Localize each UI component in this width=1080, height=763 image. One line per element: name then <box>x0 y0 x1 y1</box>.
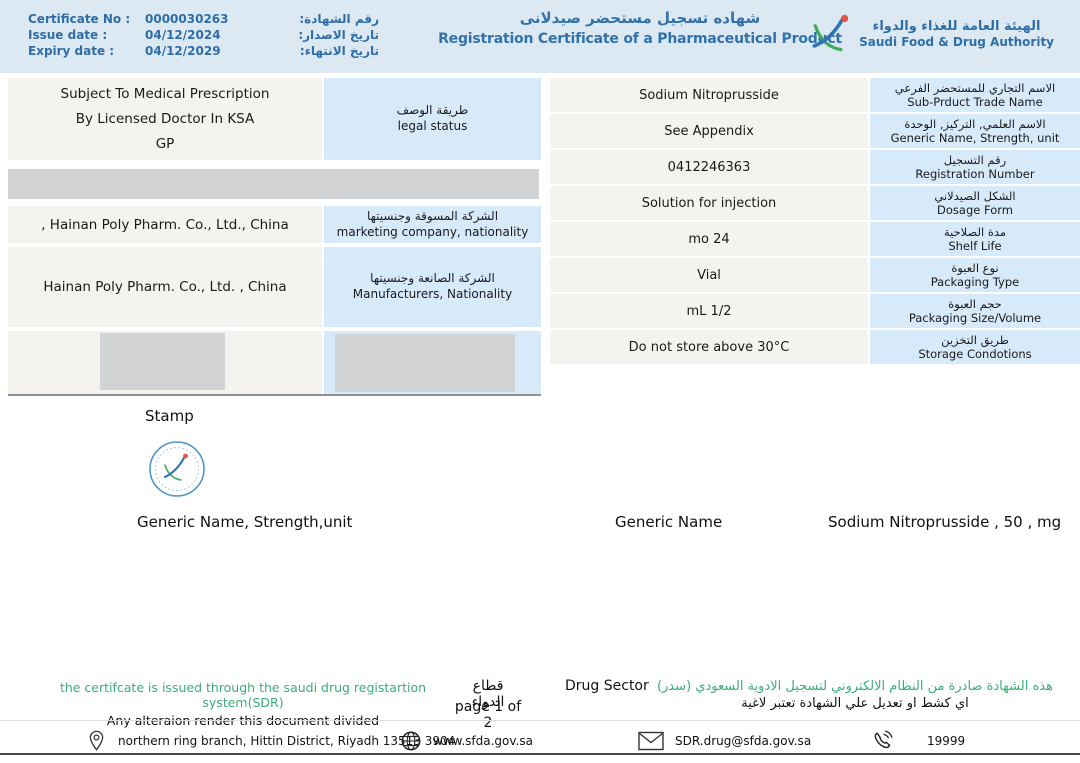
sdr-notice-arabic: هذه الشهادة صادرة من النظام الالكتروني ل… <box>645 679 1065 711</box>
expiry-date-label-ar: تاريخ الانتهاء: <box>299 44 379 58</box>
certificate-no-label-ar: رقم الشهادة: <box>299 12 379 26</box>
dosage-form-label: الشكل الصيدلاني Dosage Form <box>870 186 1080 220</box>
packaging-type-label: نوع العبوة Packaging Type <box>870 258 1080 292</box>
expiry-date-value: 04/12/2029 <box>145 44 221 58</box>
certificate-no-label: Certificate No : <box>28 12 131 26</box>
generic-name-strength-heading: Generic Name, Strength,unit <box>137 513 353 531</box>
generic-name-strength-value: Sodium Nitroprusside , 50 , mg <box>828 513 1062 531</box>
dosage-form-row: Solution for injection الشكل الصيدلاني D… <box>550 186 1080 220</box>
packaging-size-row: mL 1/2 حجم العبوة Packaging Size/Volume <box>550 294 1080 328</box>
generic-name-row: See Appendix الاسم العلمي, التركيز, الوح… <box>550 114 1080 148</box>
marketing-company-value: , Hainan Poly Pharm. Co., Ltd., China <box>8 206 322 243</box>
storage-conditions-row: Do not store above 30°C طريق التخزين Sto… <box>550 330 1080 364</box>
stamp-label: Stamp <box>145 407 194 425</box>
drug-sector-english: Drug Sector <box>565 678 649 694</box>
sfda-stamp-icon <box>149 441 205 497</box>
footer-divider-top <box>0 720 1080 721</box>
redacted-block <box>8 169 539 199</box>
issue-date-label-ar: تاريخ الاصدار: <box>298 28 379 42</box>
shelf-life-row: mo 24 مدة الصلاحية Shelf Life <box>550 222 1080 256</box>
website-item: www.sfda.gov.sa <box>400 728 533 754</box>
phone-icon <box>874 730 893 749</box>
marketing-company-row: , Hainan Poly Pharm. Co., Ltd., China ال… <box>8 206 541 243</box>
document-title: شهاده تسجيل مستحضر صيدلانى Registration … <box>420 9 860 47</box>
footer-divider-bottom <box>0 753 1080 755</box>
sdr-notice-green: the certifcate is issued through the sau… <box>59 680 427 710</box>
storage-conditions-value: Do not store above 30°C <box>550 330 868 364</box>
sdr-notice-arabic-green: هذه الشهادة صادرة من النظام الالكتروني ل… <box>657 679 1053 694</box>
certificate-no-value: 0000030263 <box>145 12 229 26</box>
document-title-arabic: شهاده تسجيل مستحضر صيدلانى <box>519 9 761 27</box>
trade-name-value: Sodium Nitroprusside <box>550 78 868 112</box>
packaging-type-value: Vial <box>550 258 868 292</box>
expiry-date-label: Expiry date : <box>28 44 115 58</box>
shelf-life-label: مدة الصلاحية Shelf Life <box>870 222 1080 256</box>
dosage-form-value: Solution for injection <box>550 186 868 220</box>
trade-name-label: الاسم التجاري للمستحضر الفرعي Sub-Prduct… <box>870 78 1080 112</box>
registration-number-row: 0412246363 رقم التسجيل Registration Numb… <box>550 150 1080 184</box>
storage-conditions-label: طريق التخزين Storage Condotions <box>870 330 1080 364</box>
legal-status-line-1: Subject To Medical Prescription <box>60 86 270 102</box>
legal-status-value: Subject To Medical Prescription By Licen… <box>8 78 322 160</box>
certificate-meta: Certificate No : 0000030263 رقم الشهادة:… <box>28 12 379 58</box>
page-number: page 1 of 2 <box>454 699 522 731</box>
address-item: northern ring branch, Hittin District, R… <box>86 728 455 754</box>
location-pin-icon <box>89 730 104 751</box>
redacted-block <box>335 334 515 392</box>
registration-number-value: 0412246363 <box>550 150 868 184</box>
generic-name-heading: Generic Name <box>615 513 723 531</box>
envelope-icon <box>638 731 664 751</box>
sfda-logo-icon <box>812 14 849 52</box>
manufacturer-value: Hainan Poly Pharm. Co., Ltd. , China <box>8 247 322 327</box>
email-text: SDR.drug@sfda.gov.sa <box>675 734 812 748</box>
manufacturer-label: الشركة الصانعة وجنسيتها Manufacturers, N… <box>324 247 541 327</box>
generic-name-label: الاسم العلمي, التركيز, الوحدة Generic Na… <box>870 114 1080 148</box>
email-item: SDR.drug@sfda.gov.sa <box>638 728 811 754</box>
sfda-logo: الهيئة العامة للغذاء والدواء Saudi Food … <box>807 12 1054 56</box>
marketing-company-label: الشركة المسوقة وجنسيتها marketing compan… <box>324 206 541 243</box>
globe-icon <box>401 731 421 751</box>
packaging-size-label: حجم العبوة Packaging Size/Volume <box>870 294 1080 328</box>
packaging-size-value: mL 1/2 <box>550 294 868 328</box>
issue-date-value: 04/12/2024 <box>145 28 221 42</box>
shelf-life-value: mo 24 <box>550 222 868 256</box>
alteration-notice-arabic: اي كشط او تعديل علي الشهادة تعتبر لاغية <box>741 696 969 711</box>
registration-number-label: رقم التسجيل Registration Number <box>870 150 1080 184</box>
document-title-english: Registration Certificate of a Pharmaceut… <box>438 31 842 47</box>
redacted-block <box>100 333 225 390</box>
legal-status-label: طريقة الوصف legal status <box>324 78 541 160</box>
drug-sector-arabic: قطاع الدواء <box>471 678 505 710</box>
header-band: Certificate No : 0000030263 رقم الشهادة:… <box>0 0 1080 73</box>
legal-status-line-3: GP <box>155 136 175 152</box>
generic-name-value: See Appendix <box>550 114 868 148</box>
phone-item: 19999 <box>870 728 965 754</box>
packaging-type-row: Vial نوع العبوة Packaging Type <box>550 258 1080 292</box>
issue-date-label: Issue date : <box>28 28 108 42</box>
sfda-name-arabic: الهيئة العامة للغذاء والدواء <box>872 19 1041 34</box>
manufacturer-row: Hainan Poly Pharm. Co., Ltd. , China الش… <box>8 247 541 327</box>
legal-status-row: Subject To Medical Prescription By Licen… <box>8 78 541 160</box>
sdr-notice-english: the certifcate is issued through the sau… <box>22 680 464 728</box>
address-text: northern ring branch, Hittin District, R… <box>118 734 456 748</box>
section-divider <box>8 394 541 396</box>
trade-name-row: Sodium Nitroprusside الاسم التجاري للمست… <box>550 78 1080 112</box>
website-text: www.sfda.gov.sa <box>433 734 533 748</box>
sfda-name-english: Saudi Food & Drug Authority <box>859 35 1054 49</box>
phone-text: 19999 <box>927 734 966 748</box>
legal-status-line-2: By Licensed Doctor In KSA <box>75 111 255 127</box>
